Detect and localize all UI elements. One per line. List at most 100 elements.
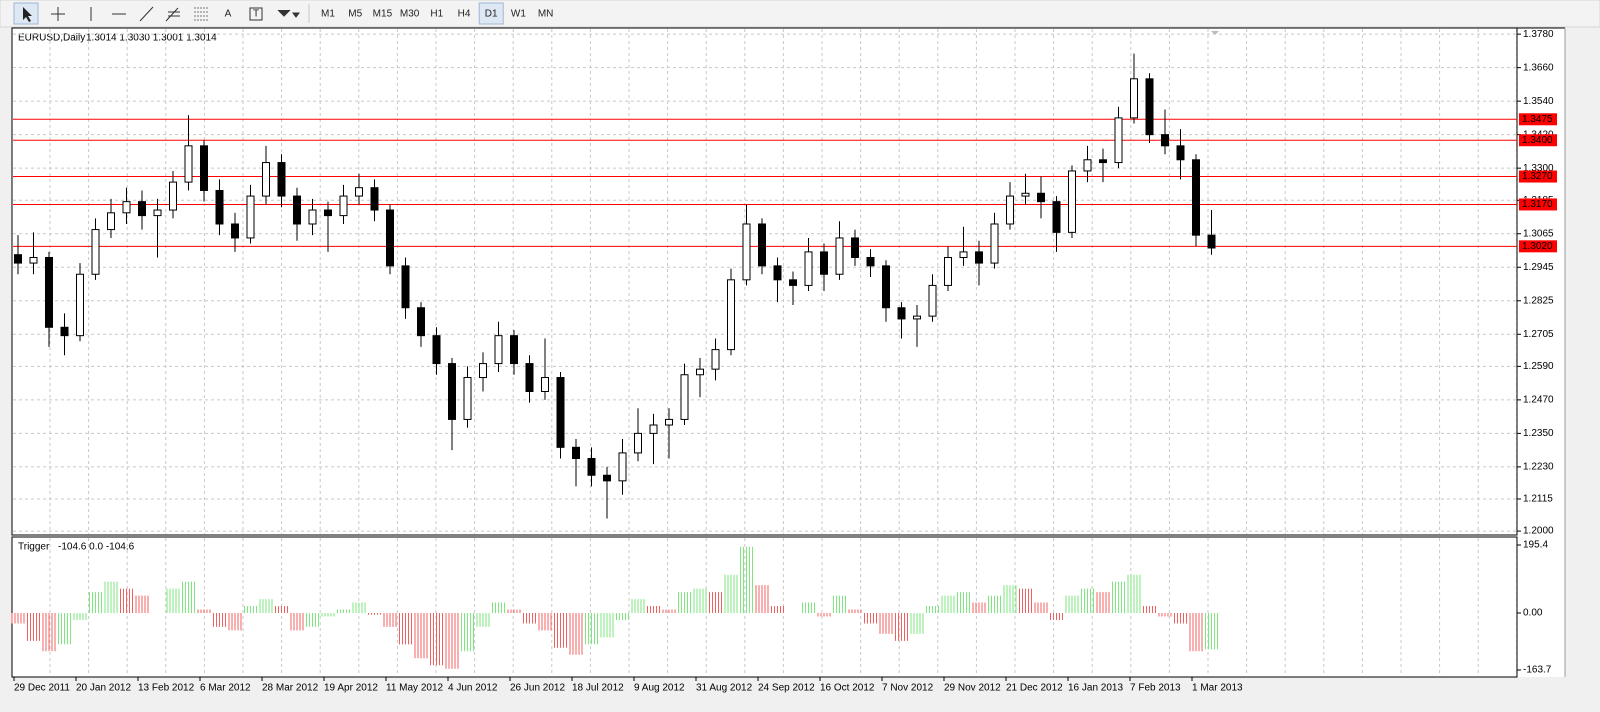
timeframe-button[interactable]: MN <box>538 9 554 20</box>
candle-body <box>29 256 38 264</box>
x-tick-label: 4 Jun 2012 <box>448 683 498 694</box>
label-tool[interactable]: T <box>253 9 259 20</box>
y-tick-label: 1.2230 <box>1523 462 1554 473</box>
main-panel <box>11 27 1518 536</box>
candle-body <box>1083 159 1092 172</box>
y-tick-label: 1.2350 <box>1523 428 1554 439</box>
crosshair-tool[interactable] <box>51 7 65 21</box>
candle-body <box>107 212 115 231</box>
candle-body <box>1099 159 1107 164</box>
x-tick-label: 7 Feb 2013 <box>1130 683 1181 694</box>
indicator-title: Trigger <box>18 542 50 553</box>
candle-body <box>525 363 534 392</box>
y-tick-label: 1.2945 <box>1523 262 1554 273</box>
candle-body <box>510 335 518 365</box>
candle-body <box>789 279 797 286</box>
timeframe-button[interactable]: M15 <box>373 9 393 20</box>
trendline-tool[interactable] <box>139 6 154 22</box>
shift-marker <box>1211 31 1219 35</box>
candle-body <box>928 284 937 317</box>
x-tick-label: 1 Mar 2013 <box>1192 683 1243 694</box>
x-tick-label: 13 Feb 2012 <box>138 683 195 694</box>
toolbar-bg <box>0 0 1600 28</box>
candle-body <box>618 452 627 482</box>
candle-body <box>680 374 689 420</box>
candle-body <box>215 189 224 225</box>
candle-body <box>401 265 410 309</box>
candle-body <box>835 237 844 275</box>
channel-tool[interactable] <box>165 7 180 22</box>
candle-body <box>866 256 875 267</box>
arrows-tool[interactable] <box>277 9 300 18</box>
x-tick-label: 21 Dec 2012 <box>1006 683 1063 694</box>
y-tick-label: 1.3300 <box>1523 163 1554 174</box>
timeframe-button[interactable]: D1 <box>485 9 498 20</box>
text-tool[interactable]: A <box>225 9 232 20</box>
x-tick-label: 20 Jan 2012 <box>76 683 131 694</box>
candle-body <box>308 209 317 225</box>
timeframe-button[interactable]: M5 <box>348 9 362 20</box>
fibo-tool[interactable] <box>194 7 208 21</box>
candle-body <box>355 187 363 197</box>
candle-body <box>603 474 611 482</box>
timeframe-button[interactable]: H4 <box>458 9 471 20</box>
toolbar: A T M1 M5 M15 M30 H1 H4 D1 W1 MN <box>0 0 1600 28</box>
candle-body <box>432 335 441 365</box>
y-tick-label: 1.2000 <box>1523 526 1554 537</box>
candle-body <box>913 315 921 320</box>
candle-body <box>14 254 22 264</box>
y-tick-label: -163.7 <box>1523 665 1552 676</box>
candle-body <box>649 424 658 434</box>
x-tick-label: 6 Mar 2012 <box>200 683 251 694</box>
x-tick-label: 29 Dec 2011 <box>14 683 70 694</box>
candle-body <box>742 223 751 281</box>
candle-body <box>1130 78 1138 119</box>
y-tick-label: 1.3780 <box>1523 29 1554 40</box>
x-tick-label: 7 Nov 2012 <box>882 683 934 694</box>
candle-body <box>324 209 332 217</box>
x-tick-label: 26 Jun 2012 <box>510 683 565 694</box>
candle-body <box>634 432 642 454</box>
candle-body <box>990 223 999 264</box>
candle-body <box>1192 159 1200 236</box>
y-tick-label: 1.2590 <box>1523 361 1554 372</box>
y-tick-label: 1.2825 <box>1523 295 1554 306</box>
candle-body <box>277 162 286 197</box>
candle-body <box>184 145 193 183</box>
timeframe-button[interactable]: M1 <box>321 9 335 20</box>
indicator-quote: -104.6 0.0 -104.6 <box>58 542 135 553</box>
candle-body <box>1006 195 1014 225</box>
x-tick-label: 28 Mar 2012 <box>262 683 319 694</box>
level-tag <box>1519 198 1557 211</box>
x-tick-label: 16 Jan 2013 <box>1068 683 1123 694</box>
timeframe-button[interactable]: M30 <box>400 9 420 20</box>
candle-body <box>76 273 84 337</box>
candle-body <box>494 335 503 365</box>
level-tag <box>1519 113 1557 126</box>
candle-body <box>262 162 270 197</box>
timeframe-button[interactable]: H1 <box>430 9 443 20</box>
label-tool-box <box>249 7 263 21</box>
candle-body <box>91 229 100 275</box>
candle-body <box>556 377 565 448</box>
cursor-icon <box>23 7 32 22</box>
timeframe-button[interactable]: W1 <box>511 9 526 20</box>
x-tick-label: 31 Aug 2012 <box>696 683 753 694</box>
candle-body <box>1114 117 1123 164</box>
candle-body <box>293 195 301 225</box>
candle-body <box>1037 192 1045 203</box>
candle-body <box>386 209 394 267</box>
candle-body <box>60 326 69 337</box>
x-tick-label: 18 Jul 2012 <box>572 683 624 694</box>
candle-body <box>1052 201 1061 233</box>
x-tick-label: 24 Sep 2012 <box>758 683 815 694</box>
y-tick-label: 1.3540 <box>1523 96 1554 107</box>
candle-body <box>200 145 208 191</box>
y-tick-label: 1.2115 <box>1523 494 1553 505</box>
y-tick-label: 1.2705 <box>1523 329 1554 340</box>
y-tick-label: 1.3660 <box>1523 62 1554 73</box>
candle-body <box>370 187 379 211</box>
y-tick-label: 1.2470 <box>1523 395 1554 406</box>
chart-window <box>12 28 1565 677</box>
